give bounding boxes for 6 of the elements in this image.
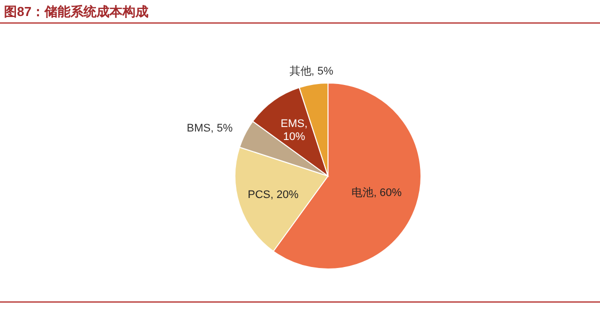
slice-label: 其他, 5% — [289, 64, 334, 78]
slice-label: BMS, 5% — [186, 122, 233, 134]
slice-label: PCS, 20% — [248, 188, 299, 201]
slice-label: EMS, 10% — [280, 118, 308, 143]
slice-label: 电池, 60% — [352, 186, 402, 199]
text: 图87：储能系统成本构成 — [4, 4, 148, 19]
